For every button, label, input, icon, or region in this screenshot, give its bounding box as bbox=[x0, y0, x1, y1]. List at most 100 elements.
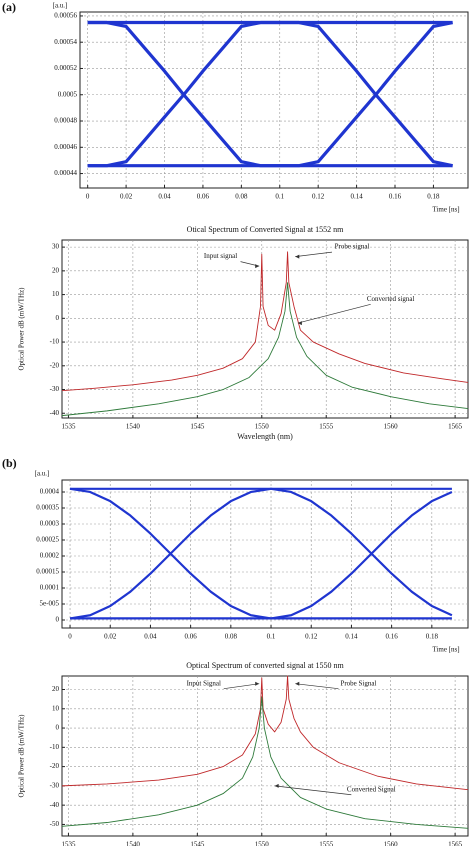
annotation: Input signal bbox=[204, 252, 237, 260]
x-tick-label: 1540 bbox=[126, 423, 141, 431]
x-tick-label: 1565 bbox=[448, 841, 463, 846]
x-tick-label: 0.06 bbox=[197, 193, 210, 201]
y-axis-label: [a.u.] bbox=[53, 2, 68, 10]
y-axis-label: Optical Power dB (mW/THz) bbox=[18, 714, 26, 798]
plot-area bbox=[79, 11, 469, 189]
y-tick-label: 5e-005 bbox=[40, 600, 60, 608]
x-tick-label: 0.12 bbox=[305, 633, 318, 641]
y-tick-label: 0.00056 bbox=[54, 12, 77, 20]
y-tick-label: 0.00025 bbox=[36, 536, 59, 544]
x-tick-label: 1560 bbox=[384, 423, 399, 431]
y-tick-label: 0.00052 bbox=[54, 64, 77, 72]
annotation-arrow bbox=[295, 251, 333, 257]
x-tick-label: 0.04 bbox=[158, 193, 171, 201]
x-tick-label: 0.08 bbox=[235, 193, 248, 201]
x-tick-label: 0.02 bbox=[104, 633, 117, 641]
annotation: Converted Signal bbox=[347, 785, 396, 793]
y-tick-label: 0.00046 bbox=[54, 143, 77, 151]
data-line bbox=[61, 696, 469, 829]
x-axis-label: Time [ns] bbox=[432, 646, 459, 654]
x-tick-label: 1555 bbox=[319, 423, 334, 431]
x-tick-label: 1540 bbox=[126, 841, 141, 846]
y-tick-label: 0 bbox=[56, 724, 60, 732]
x-tick-label: 0.1 bbox=[275, 193, 284, 201]
data-line bbox=[87, 20, 453, 168]
y-axis-label: [a.u.] bbox=[35, 470, 50, 478]
annotation: Input Signal bbox=[187, 679, 221, 687]
data-line bbox=[61, 251, 469, 392]
annotation: Converted signal bbox=[367, 295, 415, 303]
y-tick-label: -50 bbox=[50, 820, 60, 828]
x-tick-label: 0.18 bbox=[427, 193, 440, 201]
x-tick-label: 0.14 bbox=[350, 193, 363, 201]
y-tick-label: 10 bbox=[52, 290, 60, 298]
x-tick-label: 0.06 bbox=[185, 633, 198, 641]
y-tick-label: -20 bbox=[50, 762, 60, 770]
data-line bbox=[69, 487, 453, 620]
data-line bbox=[61, 282, 469, 417]
x-tick-label: 0.16 bbox=[389, 193, 402, 201]
x-tick-label: 0.08 bbox=[225, 633, 238, 641]
arrow-head bbox=[255, 681, 260, 686]
y-tick-label: 0.00054 bbox=[54, 38, 77, 46]
y-tick-label: 10 bbox=[52, 704, 60, 712]
plot-area bbox=[61, 675, 469, 837]
y-tick-label: 20 bbox=[52, 266, 60, 274]
data-line bbox=[87, 20, 453, 168]
x-tick-label: 1550 bbox=[255, 841, 270, 846]
x-tick-label: 0.18 bbox=[426, 633, 439, 641]
x-tick-label: 0.16 bbox=[385, 633, 398, 641]
y-tick-label: -30 bbox=[50, 385, 60, 393]
data-line bbox=[69, 487, 453, 620]
x-tick-label: 1560 bbox=[384, 841, 399, 846]
annotation-arrow bbox=[223, 683, 260, 690]
arrow-head bbox=[274, 783, 279, 788]
chart-title: Otical Spectrum of Converted Signal at 1… bbox=[187, 225, 344, 234]
arrow-head bbox=[297, 321, 302, 326]
y-tick-label: 0 bbox=[56, 616, 60, 624]
x-tick-label: 0.1 bbox=[267, 633, 276, 641]
y-tick-label: 0.00044 bbox=[54, 169, 77, 177]
panel-label: (b) bbox=[2, 456, 17, 470]
y-tick-label: 0.00035 bbox=[36, 504, 59, 512]
y-tick-label: 0.0004 bbox=[40, 488, 60, 496]
arrow-head bbox=[295, 254, 300, 259]
y-tick-label: 0.0001 bbox=[40, 584, 60, 592]
y-tick-label: 0.00048 bbox=[54, 117, 77, 125]
annotation: Probe Signal bbox=[340, 679, 376, 687]
x-tick-label: 1545 bbox=[190, 423, 205, 431]
x-tick-label: 1535 bbox=[61, 423, 76, 431]
panel-label: (a) bbox=[2, 0, 16, 14]
x-tick-label: 1555 bbox=[319, 841, 334, 846]
x-tick-label: 1545 bbox=[190, 841, 205, 846]
x-tick-label: 1550 bbox=[255, 423, 270, 431]
x-tick-label: 0 bbox=[68, 633, 72, 641]
y-axis-label: Optical Power dB (mW/THz) bbox=[18, 287, 26, 371]
x-tick-label: 1535 bbox=[61, 841, 76, 846]
y-tick-label: 0.0002 bbox=[40, 552, 60, 560]
y-tick-label: 20 bbox=[52, 685, 60, 693]
arrow-head bbox=[295, 681, 300, 686]
y-tick-label: 0.00015 bbox=[36, 568, 59, 576]
plot-area bbox=[61, 479, 469, 629]
y-tick-label: -20 bbox=[50, 361, 60, 369]
x-tick-label: 0.02 bbox=[120, 193, 133, 201]
y-tick-label: 0.0003 bbox=[40, 520, 60, 528]
x-tick-label: 0.12 bbox=[312, 193, 325, 201]
annotation: Probe signal bbox=[335, 243, 370, 251]
annotation-arrow bbox=[295, 683, 339, 690]
y-tick-label: -40 bbox=[50, 409, 60, 417]
x-axis-label: Wavelength (nm) bbox=[237, 432, 293, 441]
x-tick-label: 0.14 bbox=[345, 633, 358, 641]
data-line bbox=[61, 675, 469, 791]
y-tick-label: -10 bbox=[50, 743, 60, 751]
y-tick-label: -30 bbox=[50, 781, 60, 789]
y-tick-label: 30 bbox=[52, 243, 60, 251]
x-tick-label: 0.04 bbox=[144, 633, 157, 641]
chart-title: Optical Spectrum of converted signal at … bbox=[186, 661, 344, 670]
plot-area bbox=[61, 239, 469, 419]
y-tick-label: -40 bbox=[50, 801, 60, 809]
x-tick-label: 0 bbox=[86, 193, 90, 201]
x-tick-label: 1565 bbox=[448, 423, 463, 431]
